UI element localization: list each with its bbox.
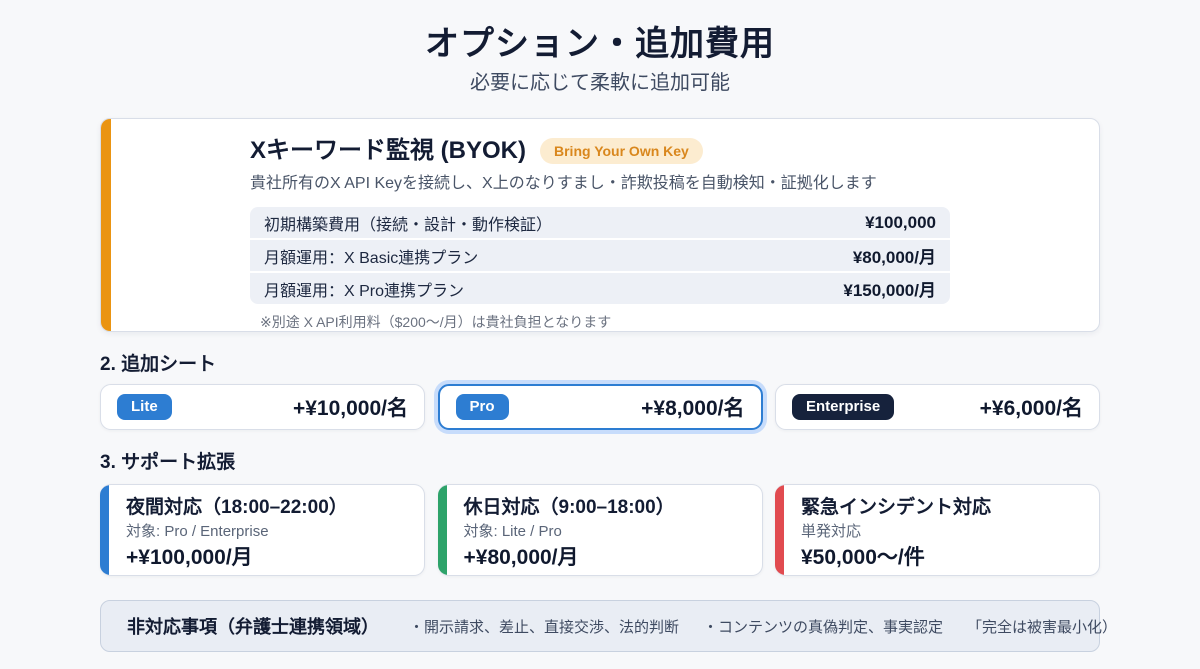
price-row-value: ¥80,000/月 bbox=[852, 248, 936, 267]
section-heading-additional-seats: 2. 追加シート bbox=[100, 354, 217, 375]
enterprise-plan-badge: Enterprise bbox=[792, 394, 895, 420]
support-cards-row: 夜間対応（18:00–22:00） 対象: Pro / Enterprise +… bbox=[100, 482, 1100, 576]
support-card-target: 対象: Lite / Pro bbox=[463, 523, 562, 540]
support-card-title: 休日対応（9:00–18:00） bbox=[463, 497, 675, 518]
pro-plan-badge: Pro bbox=[455, 394, 509, 420]
price-row-label: 月額運用：X Basic連携プラン bbox=[264, 249, 479, 267]
price-row-value: ¥100,000 bbox=[865, 212, 936, 232]
support-card-night: 夜間対応（18:00–22:00） 対象: Pro / Enterprise +… bbox=[100, 484, 425, 576]
seat-price: +¥8,000/名 bbox=[641, 397, 745, 420]
seat-price: +¥6,000/名 bbox=[979, 397, 1083, 420]
seat-card-enterprise[interactable]: Enterprise +¥6,000/名 bbox=[775, 384, 1100, 430]
byok-description: 貴社所有のX API Keyを接続し、X上のなりすまし・詐欺投稿を自動検知・証拠… bbox=[250, 175, 877, 192]
seat-price: +¥10,000/名 bbox=[292, 397, 408, 420]
green-accent-bar bbox=[437, 485, 447, 575]
section-heading-support-expansion: 3. サポート拡張 bbox=[100, 452, 236, 473]
price-row-value: ¥150,000/月 bbox=[843, 281, 936, 300]
support-card-title: 夜間対応（18:00–22:00） bbox=[126, 497, 348, 518]
support-card-target: 単発対応 bbox=[801, 523, 862, 540]
exclusions-bar: 非対応事項（弁護士連携領域） ・開示請求、差止、直接交渉、法的判断 ・コンテンツ… bbox=[100, 600, 1117, 652]
byok-card-title: Xキーワード監視 (BYOK) bbox=[250, 137, 526, 164]
page-title: オプション・追加費用 bbox=[425, 25, 775, 63]
byok-badge: Bring Your Own Key bbox=[540, 138, 703, 164]
support-card-title: 緊急インシデント対応 bbox=[801, 497, 992, 518]
lite-plan-badge: Lite bbox=[117, 394, 172, 420]
support-card-emergency: 緊急インシデント対応 単発対応 ¥50,000〜/件 bbox=[775, 484, 1100, 576]
orange-accent-bar bbox=[101, 119, 111, 331]
blue-accent-bar bbox=[100, 485, 109, 575]
support-card-target: 対象: Pro / Enterprise bbox=[126, 523, 269, 540]
table-row: 月額運用：X Pro連携プラン ¥150,000/月 bbox=[250, 273, 950, 304]
red-accent-bar bbox=[775, 485, 784, 575]
exclusion-item: ・開示請求、差止、直接交渉、法的判断 bbox=[409, 618, 680, 636]
support-card-price: +¥100,000/月 bbox=[126, 546, 253, 569]
seat-card-lite[interactable]: Lite +¥10,000/名 bbox=[100, 384, 425, 430]
support-card-price: ¥50,000〜/件 bbox=[801, 546, 925, 569]
page-subtitle: 必要に応じて柔軟に追加可能 bbox=[470, 72, 730, 94]
byok-price-table: 初期構築費用（接続・設計・動作検証） ¥100,000 月額運用：X Basic… bbox=[250, 207, 950, 304]
byok-monitoring-card: Xキーワード監視 (BYOK) Bring Your Own Key 貴社所有の… bbox=[100, 118, 1100, 332]
table-row: 月額運用：X Basic連携プラン ¥80,000/月 bbox=[250, 240, 950, 271]
price-row-label: 初期構築費用（接続・設計・動作検証） bbox=[264, 216, 553, 234]
byok-note: ※別途 X API利用料（$200〜/月）は貴社負担となります bbox=[260, 314, 612, 330]
exclusions-label: 非対応事項（弁護士連携領域） bbox=[127, 617, 379, 637]
table-row: 初期構築費用（接続・設計・動作検証） ¥100,000 bbox=[250, 207, 950, 238]
seat-cards-row: Lite +¥10,000/名 Pro +¥8,000/名 Enterprise… bbox=[100, 384, 1100, 430]
exclusion-item: 「完全は被害最小化） bbox=[967, 618, 1118, 636]
support-card-holiday: 休日対応（9:00–18:00） 対象: Lite / Pro +¥80,000… bbox=[437, 484, 763, 576]
price-row-label: 月額運用：X Pro連携プラン bbox=[264, 282, 465, 300]
support-card-price: +¥80,000/月 bbox=[463, 546, 579, 569]
seat-card-pro[interactable]: Pro +¥8,000/名 bbox=[437, 384, 763, 430]
exclusion-item: ・コンテンツの真偽判定、事実認定 bbox=[703, 618, 944, 636]
